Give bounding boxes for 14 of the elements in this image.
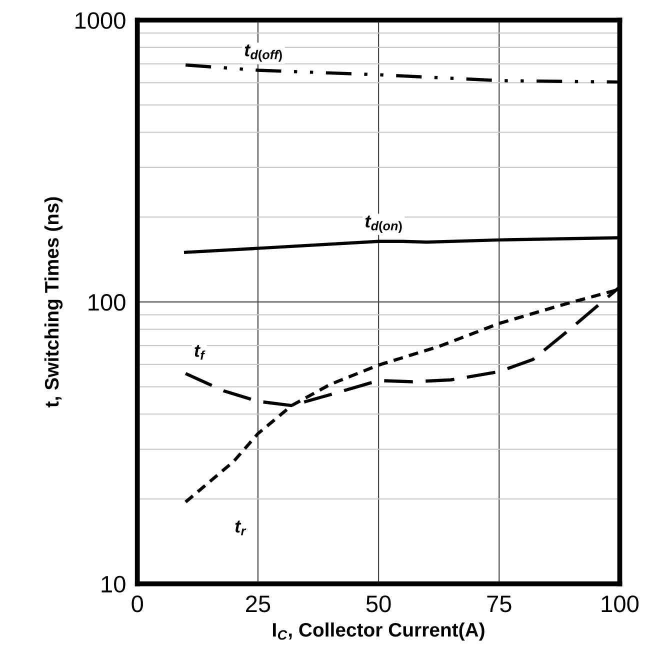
x-tick-label: 75 <box>487 596 512 612</box>
y-tick-label: 1000 <box>76 12 126 29</box>
y-tick-label: 100 <box>88 294 126 311</box>
x-tick-label: 50 <box>366 596 391 612</box>
x-tick-label: 25 <box>246 596 270 612</box>
x-tick-label: 100 <box>602 596 639 612</box>
series-label: t$_{f}$ <box>194 344 206 360</box>
x-tick-label: 0 <box>132 596 143 612</box>
series-label: t$_{d(on)}$ <box>365 216 402 233</box>
text: t$_{r}$ <box>235 520 246 536</box>
series-label: t$_{d(off)}$ <box>244 44 282 62</box>
y-axis-title: t, Switching Times (ns) <box>44 197 63 408</box>
x-axis-title: I$_{C}$, Collector Current(A) <box>273 622 484 641</box>
y-tick-label: 10 <box>102 576 126 593</box>
